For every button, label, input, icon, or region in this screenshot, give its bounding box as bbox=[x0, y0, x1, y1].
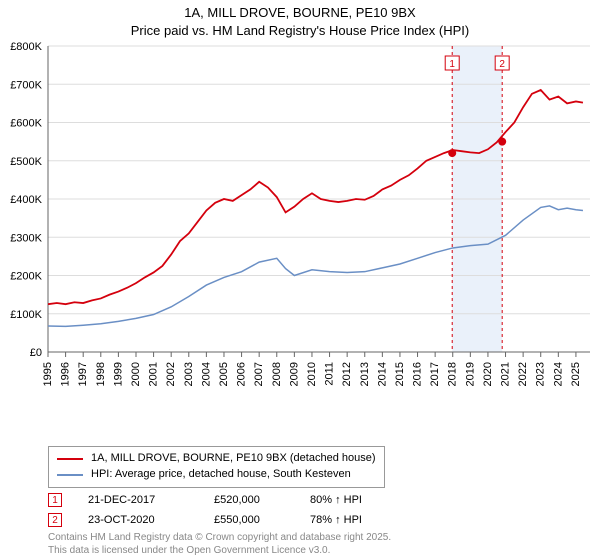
svg-text:2020: 2020 bbox=[482, 362, 494, 386]
legend: 1A, MILL DROVE, BOURNE, PE10 9BX (detach… bbox=[48, 446, 385, 488]
transaction-pct: 80% ↑ HPI bbox=[310, 494, 362, 506]
svg-text:2007: 2007 bbox=[253, 362, 265, 386]
transaction-row: 2 23-OCT-2020 £550,000 78% ↑ HPI bbox=[48, 510, 362, 530]
svg-text:2005: 2005 bbox=[218, 362, 230, 386]
svg-text:2012: 2012 bbox=[341, 362, 353, 386]
svg-text:1996: 1996 bbox=[60, 362, 72, 386]
transaction-price: £550,000 bbox=[214, 514, 284, 526]
svg-text:2022: 2022 bbox=[517, 362, 529, 386]
svg-text:2014: 2014 bbox=[376, 362, 388, 386]
svg-text:2025: 2025 bbox=[570, 362, 582, 386]
svg-text:£700K: £700K bbox=[10, 79, 42, 91]
legend-swatch bbox=[57, 474, 83, 476]
footer-line: Contains HM Land Registry data © Crown c… bbox=[48, 532, 391, 545]
transaction-marker-box: 1 bbox=[48, 493, 62, 507]
svg-text:2: 2 bbox=[499, 59, 505, 70]
legend-label: HPI: Average price, detached house, Sout… bbox=[91, 467, 351, 483]
chart-area: £0 £100K £200K £300K £400K £500K £600K £700K £80… bbox=[0, 40, 600, 410]
svg-text:1998: 1998 bbox=[95, 362, 107, 386]
svg-text:2019: 2019 bbox=[464, 362, 476, 386]
svg-text:2024: 2024 bbox=[552, 362, 564, 386]
title-address: 1A, MILL DROVE, BOURNE, PE10 9BX bbox=[0, 4, 600, 22]
svg-text:£400K: £400K bbox=[10, 194, 42, 206]
svg-text:£0: £0 bbox=[30, 347, 42, 359]
legend-swatch bbox=[57, 458, 83, 460]
svg-text:£100K: £100K bbox=[10, 309, 42, 321]
svg-text:2010: 2010 bbox=[306, 362, 318, 386]
svg-text:2011: 2011 bbox=[324, 362, 336, 386]
svg-text:2000: 2000 bbox=[130, 362, 142, 386]
svg-text:2006: 2006 bbox=[236, 362, 248, 386]
transaction-marker-box: 2 bbox=[48, 513, 62, 527]
svg-text:£300K: £300K bbox=[10, 232, 42, 244]
legend-label: 1A, MILL DROVE, BOURNE, PE10 9BX (detach… bbox=[91, 451, 376, 467]
transaction-date: 23-OCT-2020 bbox=[88, 514, 188, 526]
transaction-price: £520,000 bbox=[214, 494, 284, 506]
svg-text:£200K: £200K bbox=[10, 271, 42, 283]
svg-text:2009: 2009 bbox=[288, 362, 300, 386]
svg-text:£600K: £600K bbox=[10, 118, 42, 130]
svg-text:2021: 2021 bbox=[500, 362, 512, 386]
svg-text:2013: 2013 bbox=[359, 362, 371, 386]
svg-text:£800K: £800K bbox=[10, 41, 42, 53]
footer-line: This data is licensed under the Open Gov… bbox=[48, 545, 391, 558]
transaction-pct: 78% ↑ HPI bbox=[310, 514, 362, 526]
svg-text:2023: 2023 bbox=[535, 362, 547, 386]
svg-text:1: 1 bbox=[449, 59, 455, 70]
transaction-date: 21-DEC-2017 bbox=[88, 494, 188, 506]
svg-text:2001: 2001 bbox=[148, 362, 160, 386]
transaction-table: 1 21-DEC-2017 £520,000 80% ↑ HPI 2 23-OC… bbox=[48, 490, 362, 530]
chart-container: 1A, MILL DROVE, BOURNE, PE10 9BX Price p… bbox=[0, 0, 600, 560]
legend-item: HPI: Average price, detached house, Sout… bbox=[57, 467, 376, 483]
transaction-row: 1 21-DEC-2017 £520,000 80% ↑ HPI bbox=[48, 490, 362, 510]
svg-text:2016: 2016 bbox=[412, 362, 424, 386]
svg-text:1995: 1995 bbox=[42, 362, 54, 386]
svg-text:2017: 2017 bbox=[429, 362, 441, 386]
svg-text:2008: 2008 bbox=[271, 362, 283, 386]
legend-item: 1A, MILL DROVE, BOURNE, PE10 9BX (detach… bbox=[57, 451, 376, 467]
title-subtitle: Price paid vs. HM Land Registry's House … bbox=[0, 22, 600, 40]
svg-text:2015: 2015 bbox=[394, 362, 406, 386]
footer: Contains HM Land Registry data © Crown c… bbox=[48, 532, 391, 557]
title-block: 1A, MILL DROVE, BOURNE, PE10 9BX Price p… bbox=[0, 0, 600, 39]
svg-text:2018: 2018 bbox=[447, 362, 459, 386]
svg-text:£500K: £500K bbox=[10, 156, 42, 168]
chart-svg: £0 £100K £200K £300K £400K £500K £600K £700K £80… bbox=[0, 40, 600, 410]
svg-text:2003: 2003 bbox=[183, 362, 195, 386]
svg-text:2004: 2004 bbox=[200, 362, 212, 386]
svg-text:1997: 1997 bbox=[77, 362, 89, 386]
svg-text:1999: 1999 bbox=[112, 362, 124, 386]
svg-text:2002: 2002 bbox=[165, 362, 177, 386]
